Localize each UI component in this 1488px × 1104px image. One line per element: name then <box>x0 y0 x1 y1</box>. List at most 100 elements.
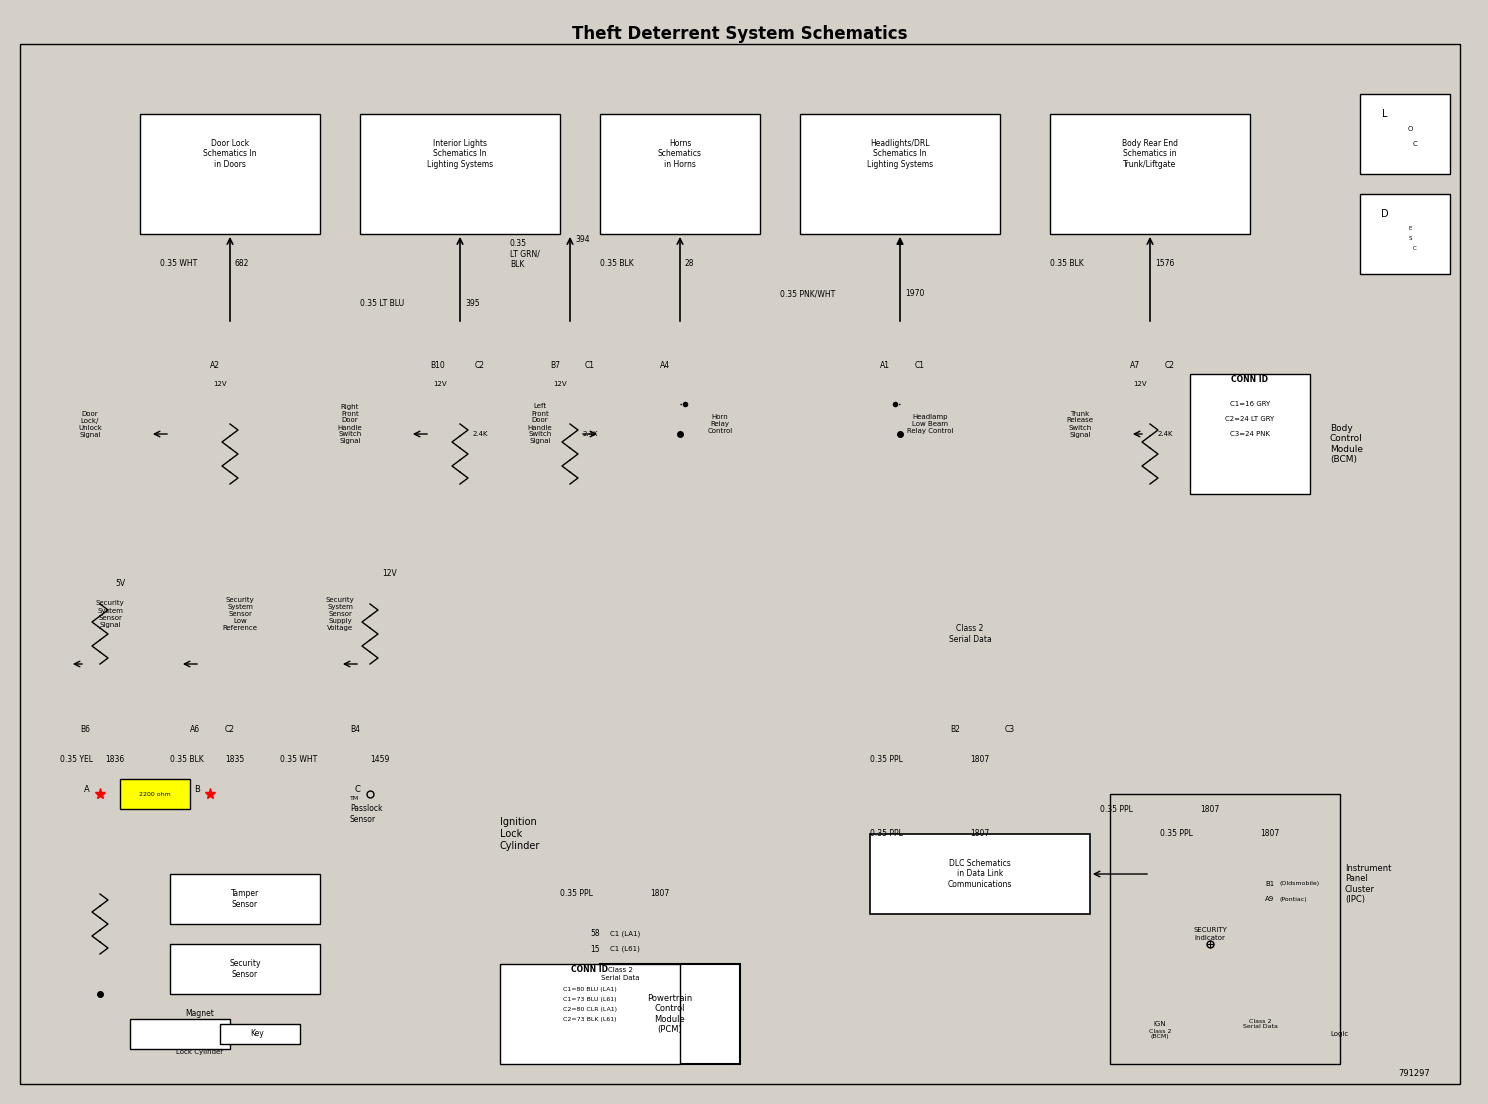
Text: A9: A9 <box>1265 896 1274 902</box>
Text: A4: A4 <box>661 361 670 371</box>
Text: C: C <box>1414 246 1417 252</box>
Bar <box>129 1019 231 1049</box>
Text: 12V: 12V <box>213 381 226 388</box>
Text: 2.4K: 2.4K <box>582 431 598 437</box>
Text: C2=73 BLK (L61): C2=73 BLK (L61) <box>564 1017 616 1021</box>
Text: Horn
Relay
Control: Horn Relay Control <box>707 414 732 434</box>
Text: IGN: IGN <box>1153 1021 1167 1027</box>
Text: 2200 ohm: 2200 ohm <box>138 792 171 796</box>
Text: E: E <box>1408 226 1412 232</box>
Text: 1970: 1970 <box>905 289 924 298</box>
Text: Horns
Schematics
in Horns: Horns Schematics in Horns <box>658 139 702 169</box>
Text: C1=16 GRY: C1=16 GRY <box>1231 401 1271 407</box>
Text: 1807: 1807 <box>1260 829 1280 839</box>
Text: C3=24 PNK: C3=24 PNK <box>1231 431 1269 437</box>
Text: 2.4K: 2.4K <box>1158 431 1173 437</box>
Text: Body Rear End
Schematics in
Trunk/Liftgate: Body Rear End Schematics in Trunk/Liftga… <box>1122 139 1178 169</box>
Text: C1: C1 <box>585 361 595 371</box>
Text: C1: C1 <box>915 361 926 371</box>
Text: Passlock
Sensor: Passlock Sensor <box>350 805 382 824</box>
Text: 1807: 1807 <box>970 754 990 764</box>
Bar <box>600 114 760 234</box>
Text: Ignition
Lock
Cylinder: Ignition Lock Cylinder <box>500 817 540 850</box>
Bar <box>870 834 1091 914</box>
Text: Left
Front
Door
Handle
Switch
Signal: Left Front Door Handle Switch Signal <box>528 403 552 445</box>
Text: TM: TM <box>350 796 359 802</box>
Text: 0.35 PNK/WHT: 0.35 PNK/WHT <box>780 289 835 298</box>
Text: 0.35 LT BLU: 0.35 LT BLU <box>360 299 405 308</box>
Bar <box>360 114 559 234</box>
Text: Class 2
Serial Data: Class 2 Serial Data <box>601 967 640 980</box>
Text: 0.35 PPL: 0.35 PPL <box>870 754 903 764</box>
Bar <box>140 114 320 234</box>
Text: B4: B4 <box>350 724 360 733</box>
Text: Lock Cylinder: Lock Cylinder <box>177 1049 223 1055</box>
Text: 12V: 12V <box>382 570 397 578</box>
Text: 12V: 12V <box>1134 381 1147 388</box>
Text: 0.35
LT GRN/
BLK: 0.35 LT GRN/ BLK <box>510 240 540 269</box>
Text: Tamper
Sensor: Tamper Sensor <box>231 890 259 909</box>
Bar <box>500 964 680 1064</box>
Text: DLC Schematics
in Data Link
Communications: DLC Schematics in Data Link Communicatio… <box>948 859 1012 889</box>
Text: Security
Sensor: Security Sensor <box>229 959 260 979</box>
Text: 0.35 WHT: 0.35 WHT <box>161 259 198 268</box>
Text: C3: C3 <box>1004 724 1015 733</box>
Text: C: C <box>1412 141 1418 147</box>
Text: L: L <box>1382 109 1388 119</box>
Text: A2: A2 <box>210 361 220 371</box>
Text: 0.35 BLK: 0.35 BLK <box>600 259 634 268</box>
Text: 1807: 1807 <box>1199 805 1219 814</box>
Text: 0.35 BLK: 0.35 BLK <box>170 754 204 764</box>
Text: C1 (L61): C1 (L61) <box>610 946 640 953</box>
Text: B6: B6 <box>80 724 89 733</box>
Text: Theft Deterrent System Schematics: Theft Deterrent System Schematics <box>573 25 908 43</box>
Bar <box>220 1025 301 1044</box>
Bar <box>1051 114 1250 234</box>
Text: A: A <box>85 785 89 794</box>
Text: Powertrain
Control
Module
(PCM): Powertrain Control Module (PCM) <box>647 994 692 1034</box>
Text: Security
System
Sensor
Signal: Security System Sensor Signal <box>95 601 125 627</box>
Text: Instrument
Panel
Cluster
(IPC): Instrument Panel Cluster (IPC) <box>1345 864 1391 904</box>
Text: SECURITY
Indicator: SECURITY Indicator <box>1193 927 1228 941</box>
Text: 0.35 PPL: 0.35 PPL <box>559 890 592 899</box>
Text: 1836: 1836 <box>106 754 125 764</box>
Text: S: S <box>1408 236 1412 242</box>
Text: 28: 28 <box>684 259 695 268</box>
Text: C1 (LA1): C1 (LA1) <box>610 931 640 937</box>
Text: 0.35 YEL: 0.35 YEL <box>60 754 92 764</box>
Text: (Pontiac): (Pontiac) <box>1280 896 1308 902</box>
Text: B1: B1 <box>1265 881 1274 887</box>
Bar <box>1360 194 1449 274</box>
Text: D: D <box>1381 209 1388 219</box>
Text: 682: 682 <box>235 259 250 268</box>
Text: 0.35 PPL: 0.35 PPL <box>1100 805 1132 814</box>
Text: Security
System
Sensor
Low
Reference: Security System Sensor Low Reference <box>223 597 257 631</box>
Text: A1: A1 <box>879 361 890 371</box>
Text: Body
Control
Module
(BCM): Body Control Module (BCM) <box>1330 424 1363 464</box>
Text: Door
Lock/
Unlock
Signal: Door Lock/ Unlock Signal <box>77 411 103 437</box>
Text: Key: Key <box>250 1030 263 1039</box>
Text: 394: 394 <box>574 234 589 244</box>
Text: (Oldsmobile): (Oldsmobile) <box>1280 881 1320 887</box>
Text: 1807: 1807 <box>650 890 670 899</box>
Text: 395: 395 <box>464 299 479 308</box>
Bar <box>600 964 740 1064</box>
Text: 1835: 1835 <box>225 754 244 764</box>
Text: 1459: 1459 <box>371 754 390 764</box>
Bar <box>121 779 190 809</box>
Text: A7: A7 <box>1129 361 1140 371</box>
Text: CONN ID: CONN ID <box>571 965 609 974</box>
Text: Right
Front
Door
Handle
Switch
Signal: Right Front Door Handle Switch Signal <box>338 403 362 445</box>
Text: Door Lock
Schematics In
in Doors: Door Lock Schematics In in Doors <box>204 139 257 169</box>
Text: CONN ID: CONN ID <box>1232 374 1268 383</box>
Bar <box>170 874 320 924</box>
Text: 1807: 1807 <box>970 829 990 839</box>
Text: C2: C2 <box>1165 361 1176 371</box>
Text: C: C <box>354 785 360 794</box>
Text: Trunk
Release
Switch
Signal: Trunk Release Switch Signal <box>1067 411 1094 437</box>
Text: C1=73 BLU (L61): C1=73 BLU (L61) <box>564 997 616 1001</box>
Text: 791297: 791297 <box>1399 1070 1430 1079</box>
Bar <box>1190 374 1309 493</box>
Text: C2=24 LT GRY: C2=24 LT GRY <box>1226 416 1275 422</box>
Text: 12V: 12V <box>433 381 446 388</box>
